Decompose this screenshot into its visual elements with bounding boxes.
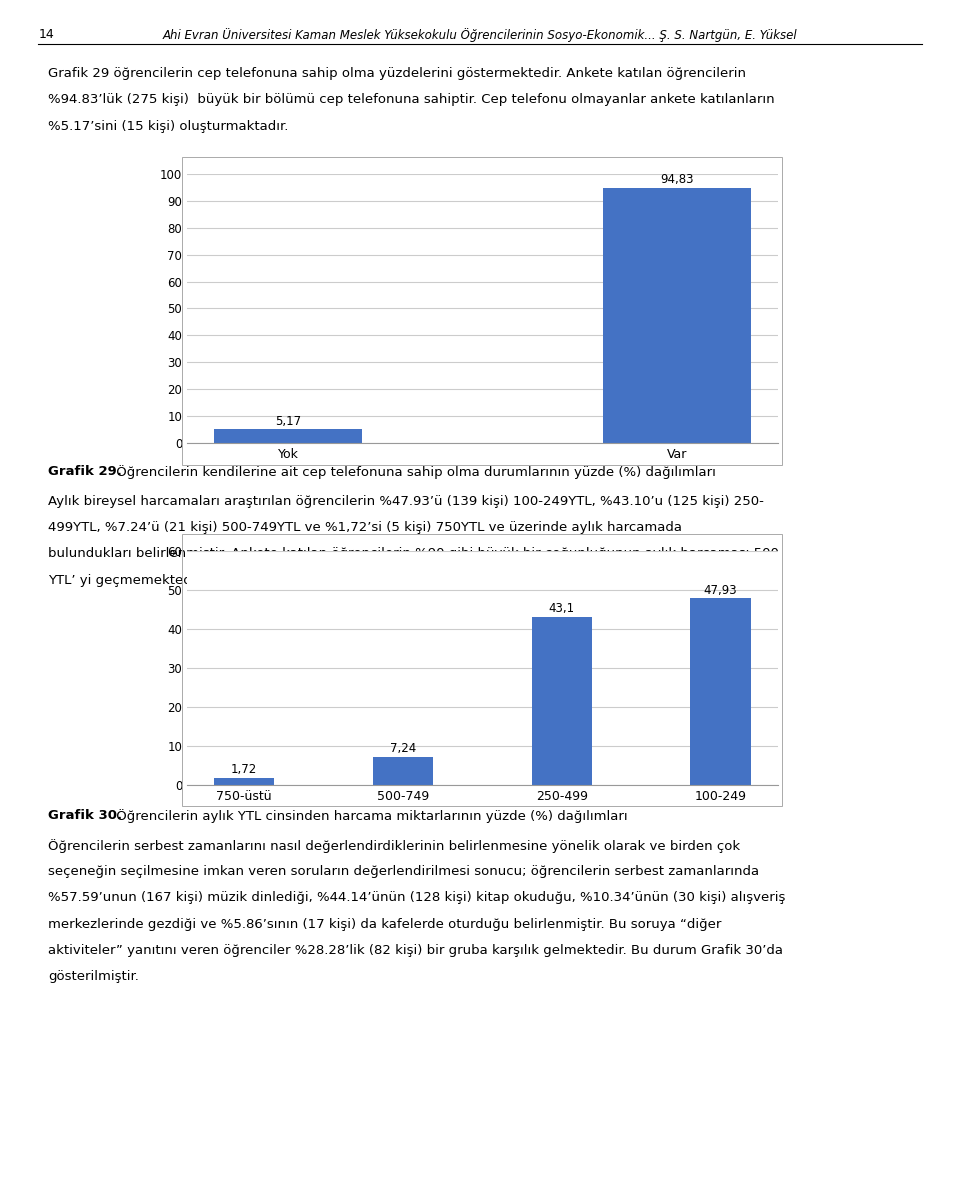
- Text: Öğrencilerin aylık YTL cinsinden harcama miktarlarının yüzde (%) dağılımları: Öğrencilerin aylık YTL cinsinden harcama…: [112, 809, 628, 823]
- Text: aktiviteler” yanıtını veren öğrenciler %28.28’lik (82 kişi) bir gruba karşılık g: aktiviteler” yanıtını veren öğrenciler %…: [48, 944, 783, 957]
- Text: %57.59’unun (167 kişi) müzik dinlediği, %44.14’ünün (128 kişi) kitap okuduğu, %1: %57.59’unun (167 kişi) müzik dinlediği, …: [48, 891, 785, 904]
- Bar: [532, 617, 592, 785]
- Bar: [214, 778, 275, 785]
- Text: 43,1: 43,1: [549, 603, 575, 616]
- Text: merkezlerinde gezdiği ve %5.86’sının (17 kişi) da kafelerde oturduğu belirlenmiş: merkezlerinde gezdiği ve %5.86’sının (17…: [48, 918, 721, 931]
- Text: 47,93: 47,93: [704, 583, 737, 597]
- Text: Grafik 29.: Grafik 29.: [48, 465, 122, 478]
- Bar: [603, 188, 751, 443]
- Text: Öğrencilerin kendilerine ait cep telefonuna sahip olma durumlarının yüzde (%) da: Öğrencilerin kendilerine ait cep telefon…: [112, 465, 716, 479]
- Text: seçeneğin seçilmesine imkan veren soruların değerlendirilmesi sonucu; öğrenciler: seçeneğin seçilmesine imkan veren sorula…: [48, 865, 759, 878]
- Text: 499YTL, %7.24’ü (21 kişi) 500-749YTL ve %1,72’si (5 kişi) 750YTL ve üzerinde ayl: 499YTL, %7.24’ü (21 kişi) 500-749YTL ve …: [48, 521, 682, 534]
- Text: Ahi Evran Üniversitesi Kaman Meslek Yüksekokulu Öğrencilerinin Sosyo-Ekonomik...: Ahi Evran Üniversitesi Kaman Meslek Yüks…: [162, 28, 798, 42]
- Text: Aylık bireysel harcamaları araştırılan öğrencilerin %47.93’ü (139 kişi) 100-249Y: Aylık bireysel harcamaları araştırılan ö…: [48, 495, 764, 508]
- Text: %94.83’lük (275 kişi)  büyük bir bölümü cep telefonuna sahiptir. Cep telefonu ol: %94.83’lük (275 kişi) büyük bir bölümü c…: [48, 93, 775, 107]
- Text: 5,17: 5,17: [275, 415, 301, 428]
- Text: %5.17’sini (15 kişi) oluşturmaktadır.: %5.17’sini (15 kişi) oluşturmaktadır.: [48, 120, 288, 133]
- Text: gösterilmiştir.: gösterilmiştir.: [48, 970, 139, 984]
- Text: YTL’ yi geçmemektedir.  Bu durum Grafik 30’da gösterilmiştir.: YTL’ yi geçmemektedir. Bu durum Grafik 3…: [48, 574, 460, 587]
- Text: Grafik 30.: Grafik 30.: [48, 809, 122, 822]
- Bar: [372, 756, 433, 785]
- Bar: [690, 598, 751, 785]
- Text: 7,24: 7,24: [390, 742, 416, 755]
- Text: 94,83: 94,83: [660, 173, 694, 186]
- Text: 14: 14: [38, 28, 54, 41]
- Text: Öğrencilerin serbest zamanlarını nasıl değerlendirdiklerinin belirlenmesine yöne: Öğrencilerin serbest zamanlarını nasıl d…: [48, 839, 740, 853]
- Text: 1,72: 1,72: [231, 763, 257, 776]
- Text: Grafik 29 öğrencilerin cep telefonuna sahip olma yüzdelerini göstermektedir. Ank: Grafik 29 öğrencilerin cep telefonuna sa…: [48, 67, 746, 80]
- Bar: [214, 429, 362, 443]
- Text: bulundukları belirlenmiştir. Ankete katılan öğrencilerin %90 gibi büyük bir çoğu: bulundukları belirlenmiştir. Ankete katı…: [48, 547, 779, 561]
